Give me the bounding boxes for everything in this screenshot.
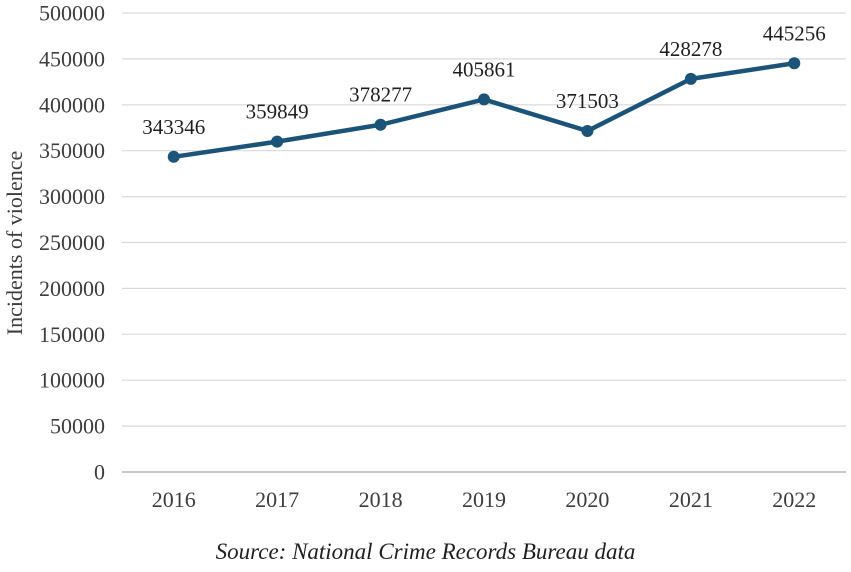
y-tick-label: 450000 [39,46,105,71]
data-point-2016 [167,150,180,163]
data-point-2019 [478,93,490,106]
y-tick-label: 200000 [39,276,105,301]
y-tick-label: 150000 [39,322,105,347]
x-tick-label: 2018 [359,487,403,512]
source-caption: Source: National Crime Records Bureau da… [215,539,636,564]
x-tick-label: 2016 [152,487,196,512]
data-point-2020 [581,124,594,137]
data-point-2022 [788,57,801,70]
y-tick-label: 500000 [39,1,105,26]
x-tick-label: 2020 [565,487,609,512]
y-tick-label: 100000 [39,368,105,393]
y-tick-label: 300000 [39,184,105,209]
data-point-2018 [374,118,387,131]
x-tick-label: 2021 [669,487,713,512]
data-label-2022: 445256 [763,21,826,45]
y-tick-label: 0 [94,460,105,485]
y-tick-label: 250000 [39,230,105,255]
y-axis-title: Incidents of violence [2,150,27,336]
data-label-2021: 428278 [659,37,722,61]
y-tick-label: 350000 [39,138,105,163]
data-point-2017 [271,135,284,148]
data-label-2019: 405861 [453,57,516,81]
x-tick-label: 2019 [462,487,506,512]
data-label-2016: 343346 [142,115,205,139]
data-label-2018: 378277 [349,83,412,107]
data-label-2020: 371503 [556,89,619,113]
data-label-2017: 359849 [246,100,309,124]
y-tick-label: 400000 [39,92,105,117]
x-tick-label: 2017 [255,487,299,512]
x-tick-label: 2022 [772,487,816,512]
data-point-2021 [684,72,697,85]
y-tick-label: 50000 [50,414,105,439]
